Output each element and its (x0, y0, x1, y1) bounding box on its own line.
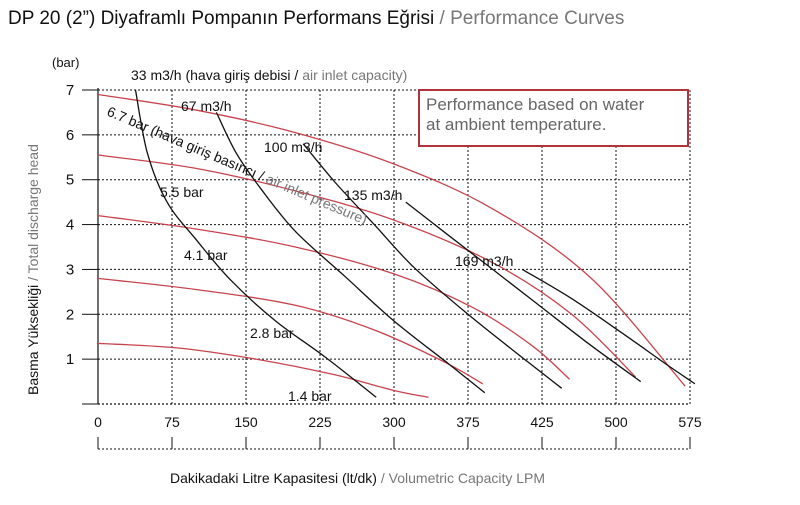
pressure-curve-41 (97, 214, 571, 380)
x-tick-label: 575 (678, 414, 702, 430)
pressure-curve-28 (97, 277, 484, 385)
y-unit-label: (bar) (52, 55, 79, 70)
air-capacity-title-separator: / (291, 67, 303, 83)
x-axis-label-sub: Volumetric Capacity LPM (388, 470, 546, 486)
x-tick-label: 375 (456, 414, 480, 430)
label-4-1-bar: 4.1 bar (184, 247, 228, 263)
pressure-title: 6.7 bar (hava giriş basıncı / air inlet … (105, 103, 370, 227)
performance-note-line-2: at ambient temperature. (426, 115, 607, 134)
x-tick-label: 150 (234, 414, 258, 430)
x-axis-label-main: Dakikadaki Litre Kapasitesi (lt/dk) (170, 470, 377, 486)
grid-layer (98, 89, 691, 404)
pressure-title-main: 6.7 bar (hava giriş basıncı (105, 103, 260, 181)
air-curve-1693 (521, 268, 696, 385)
x-axis-label-separator: / (376, 470, 389, 486)
x-tick-label: 500 (604, 414, 628, 430)
label-67: 67 m3/h (181, 98, 232, 114)
pressure-curve-14 (97, 342, 429, 398)
x-tick-label: 75 (164, 414, 180, 430)
pressure-title-separator: / (253, 166, 270, 185)
chart-title-sub: Performance Curves (450, 8, 625, 29)
x-tick-label: 225 (308, 414, 332, 430)
y-tick-label: 5 (66, 172, 74, 189)
y-tick-label: 7 (66, 82, 74, 99)
y-tick-label: 1 (66, 351, 74, 368)
label-135: 135 m3/h (344, 187, 402, 203)
air-curve-673 (215, 112, 486, 394)
air-capacity-title-main: 33 m3/h (hava giriş debisi (131, 67, 291, 83)
x-tick-label: 425 (530, 414, 554, 430)
y-tick-label: 4 (66, 217, 74, 234)
label-1-4-bar: 1.4 bar (288, 388, 332, 404)
y-tick-label: 6 (66, 127, 74, 144)
performance-note-box: Performance based on water at ambient te… (418, 89, 689, 147)
label-5-5-bar: 5.5 bar (160, 184, 204, 200)
chart-title: DP 20 (2”) Diyaframlı Pompanın Performan… (8, 8, 624, 30)
label-169: 169 m3/h (455, 253, 513, 269)
label-100: 100 m3/h (264, 139, 322, 155)
x-tick-label: 0 (94, 414, 102, 430)
label-2-8-bar: 2.8 bar (250, 325, 294, 341)
air-capacity-title: 33 m3/h (hava giriş debisi / air inlet c… (131, 67, 407, 83)
air-curve-1003 (302, 143, 563, 389)
air-curve-1353 (405, 201, 642, 383)
pressure-curve-55 (97, 154, 637, 378)
air-curve-333 (134, 89, 377, 398)
chart-title-separator: / (434, 8, 451, 29)
chart-title-main: DP 20 (2”) Diyaframlı Pompanın Performan… (8, 8, 435, 29)
performance-note-line-1: Performance based on water (426, 95, 645, 114)
x-tick-label: 300 (382, 414, 406, 430)
air-capacity-curves (134, 89, 696, 398)
axis-layer: 1 2 3 4 5 6 7 0 75 150 225 300 375 425 500 575 (66, 82, 702, 450)
y-tick-label: 3 (66, 261, 74, 278)
pressure-curve-67 (97, 93, 686, 387)
air-capacity-title-sub: air inlet capacity) (302, 67, 407, 83)
pressure-curves (97, 93, 686, 398)
y-tick-label: 2 (66, 306, 74, 323)
x-axis-label: Dakikadaki Litre Kapasitesi (lt/dk) / Vo… (170, 470, 545, 486)
